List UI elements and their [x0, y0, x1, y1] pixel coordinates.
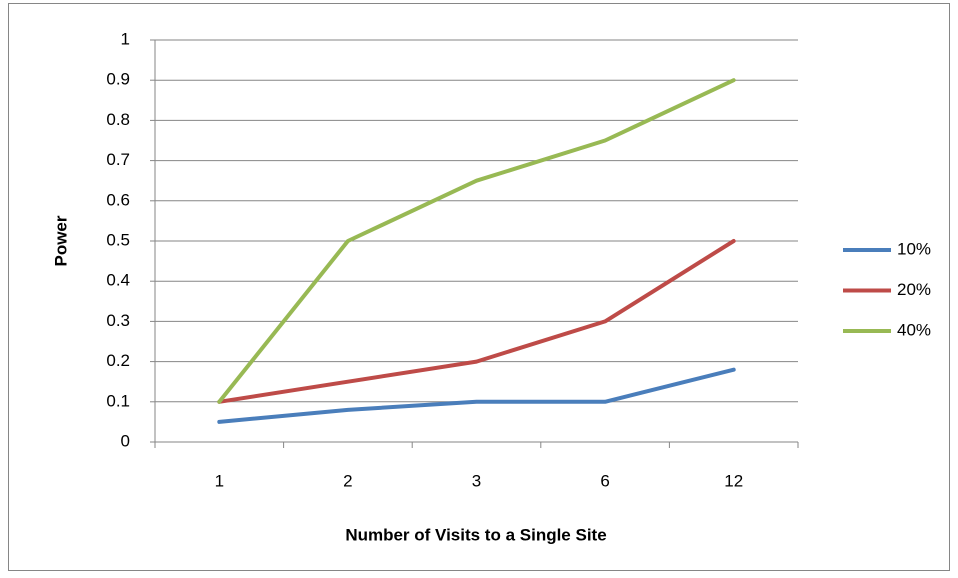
y-tick-label: 0	[121, 431, 130, 450]
y-tick-label: 0.1	[106, 391, 130, 410]
series-line	[217, 78, 736, 404]
y-tick-label: 1	[121, 29, 130, 48]
series-line	[217, 239, 736, 404]
y-tick-label: 0.9	[106, 70, 130, 89]
y-tick-label: 0.6	[106, 190, 130, 209]
y-tick-label: 0.3	[106, 311, 130, 330]
x-tick-label: 12	[724, 471, 743, 490]
x-tick-label: 6	[600, 471, 609, 490]
y-tick-label: 0.7	[106, 150, 130, 169]
y-tick-label: 0.5	[106, 230, 130, 249]
legend-label: 20%	[897, 280, 931, 299]
legend-label: 10%	[897, 239, 931, 258]
y-axis-title: Power	[51, 215, 70, 266]
series-line	[217, 367, 736, 424]
x-tick-label: 3	[472, 471, 481, 490]
legend-label: 40%	[897, 320, 931, 339]
y-tick-label: 0.2	[106, 351, 130, 370]
x-axis-title: Number of Visits to a Single Site	[345, 525, 606, 544]
x-tick-label: 2	[343, 471, 352, 490]
y-tick-label: 0.8	[106, 110, 130, 129]
x-tick-label: 1	[215, 471, 224, 490]
y-tick-label: 0.4	[106, 271, 130, 290]
chart-border	[8, 3, 950, 571]
